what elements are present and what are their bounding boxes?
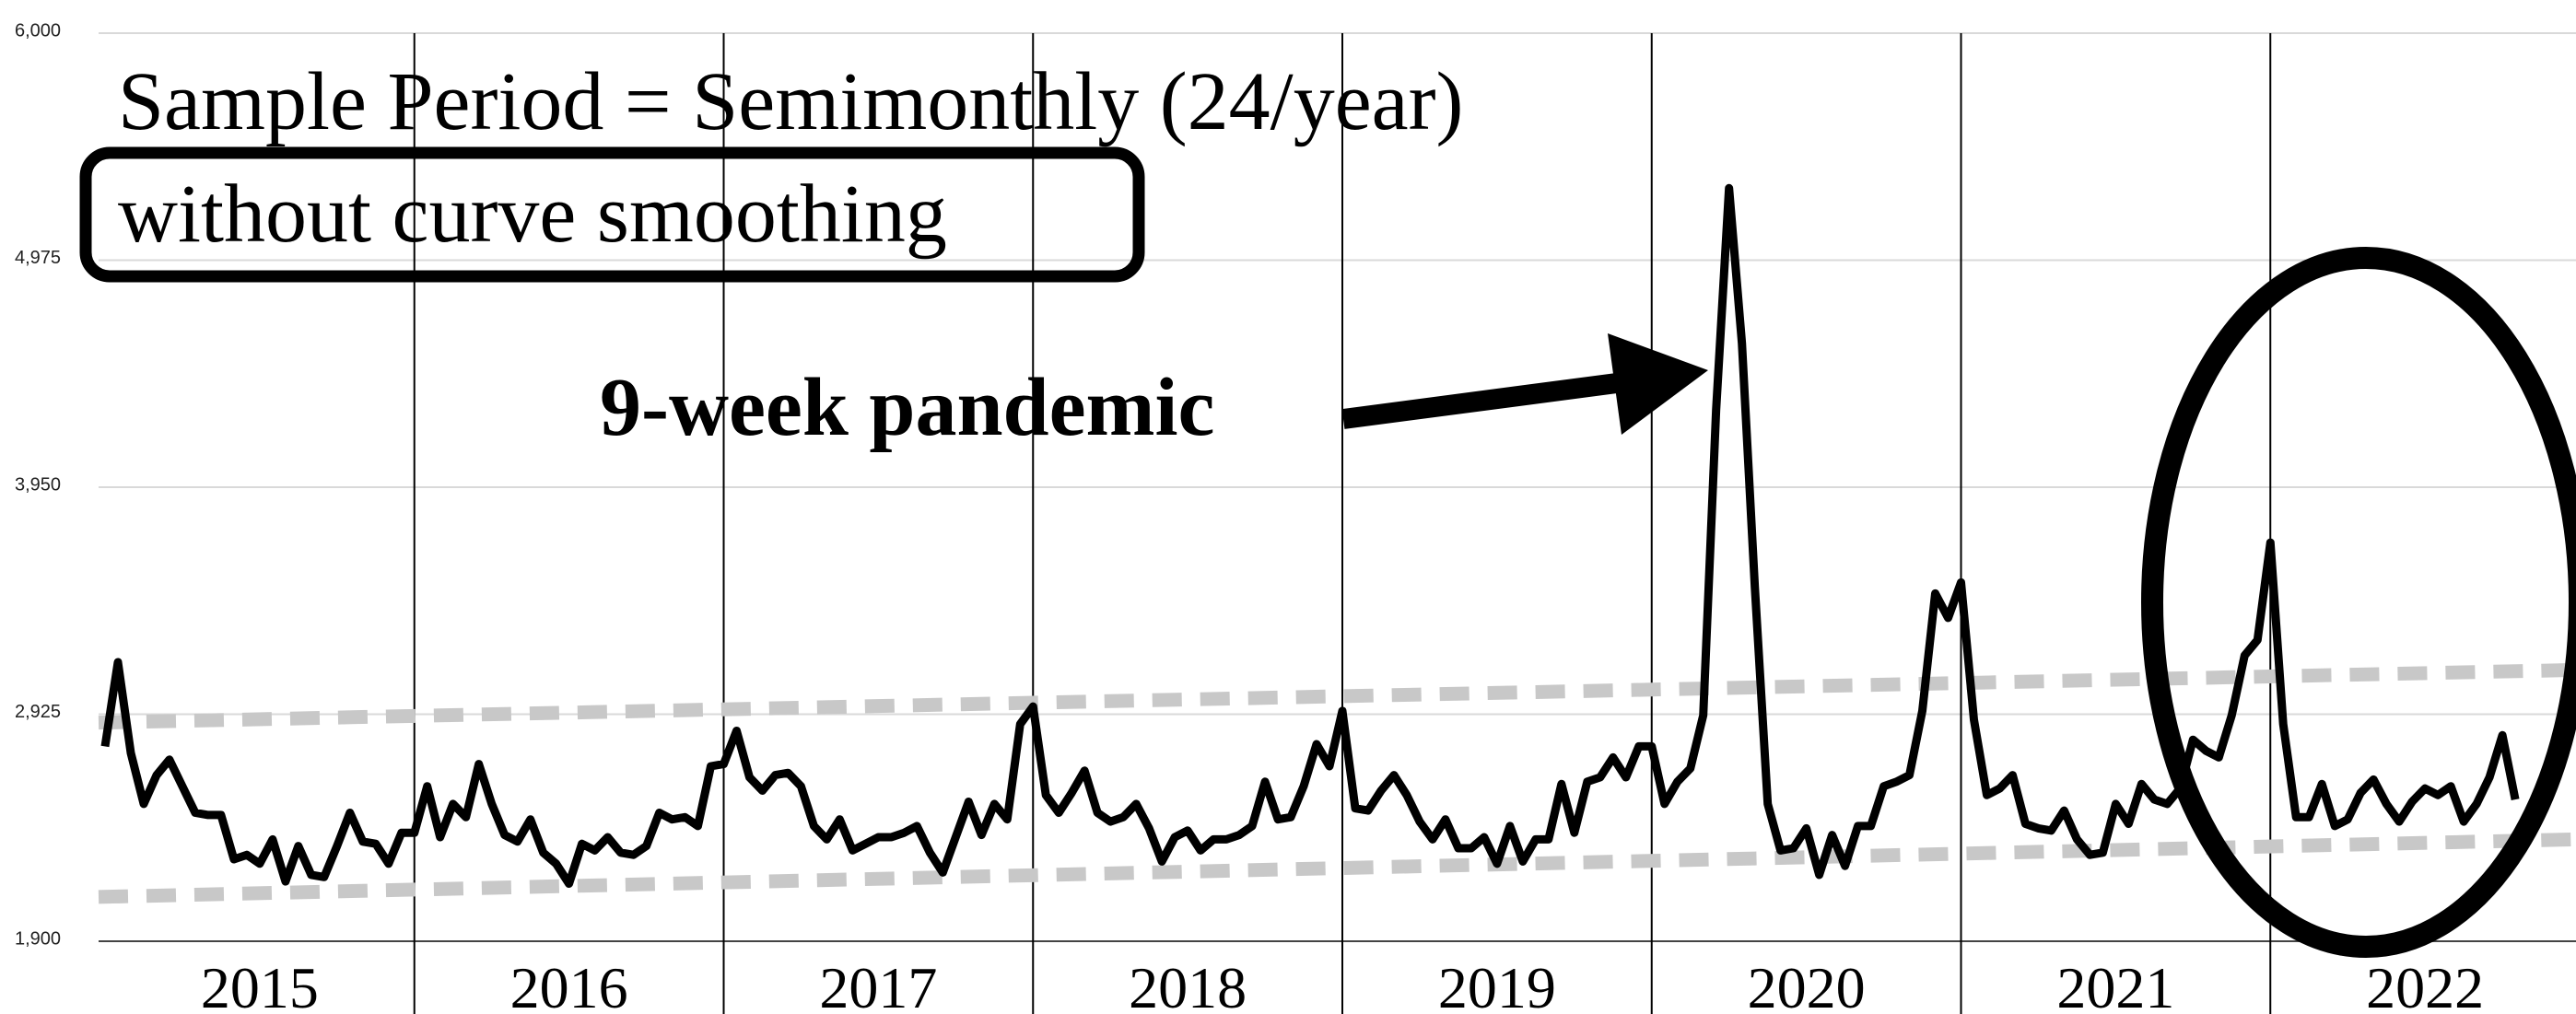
- y-tick-label: 2,925: [15, 702, 61, 722]
- subtitle-box: [79, 146, 1145, 283]
- x-tick-label: 2017: [819, 955, 937, 1014]
- x-tick-label: 2022: [2366, 955, 2484, 1014]
- trend-line: [98, 832, 2576, 904]
- chart-subtitle: without curve smoothing: [118, 169, 947, 260]
- arrow-head: [1608, 333, 1708, 435]
- y-tick-label: 3,950: [15, 474, 61, 495]
- marks: [98, 183, 2576, 904]
- annotation: 9-week pandemic: [600, 362, 1214, 453]
- x-tick-label: 2015: [201, 955, 319, 1014]
- y-tick-label: 4,975: [15, 248, 61, 268]
- x-tick-label: 2020: [1748, 955, 1866, 1014]
- data-line: [100, 183, 2520, 888]
- x-tick-label: 2016: [510, 955, 628, 1014]
- highlight-ellipse: [2141, 247, 2576, 958]
- arrow-shaft: [1341, 371, 1633, 429]
- x-tick-label: 2019: [1438, 955, 1556, 1014]
- y-tick-label: 6,000: [15, 20, 61, 41]
- y-tick-label: 1,900: [15, 928, 61, 949]
- x-tick-label: 2021: [2056, 955, 2174, 1014]
- x-tick-label: 2018: [1129, 955, 1247, 1014]
- chart-title: Sample Period = Semimonthly (24/year): [118, 56, 1464, 147]
